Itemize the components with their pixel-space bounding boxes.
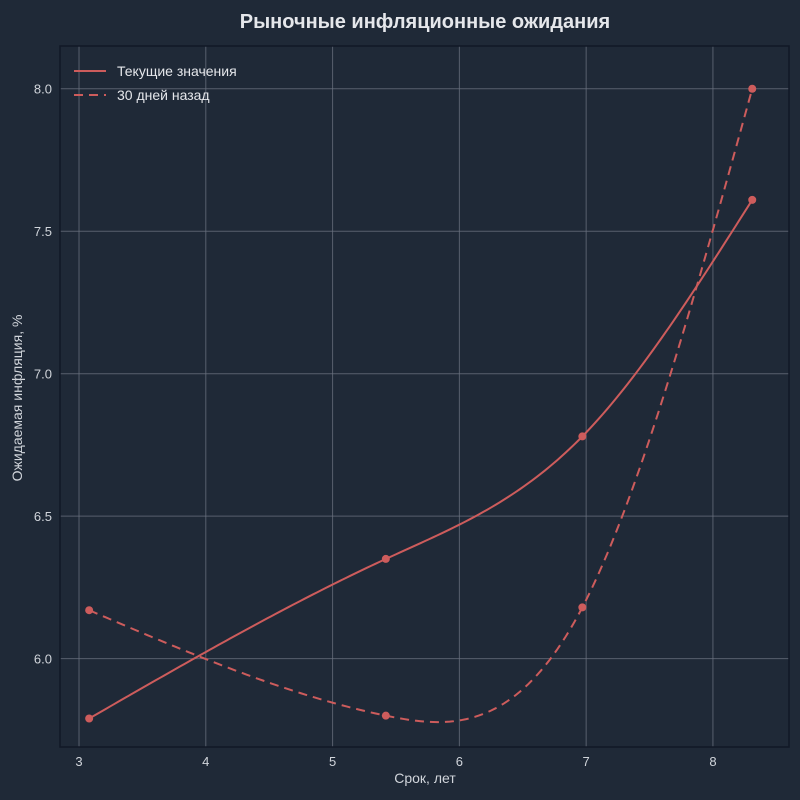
y-tick-label: 7.5 [34, 224, 52, 239]
y-axis-label: Ожидаемая инфляция, % [9, 315, 25, 482]
y-tick-label: 6.0 [34, 652, 52, 667]
data-point [381, 711, 390, 720]
series-group [85, 84, 757, 724]
tick-labels: 3 4 5 6 7 8 6.0 6.5 7.0 7.5 8.0 [34, 82, 717, 769]
data-point [85, 714, 94, 723]
y-tick-label: 7.0 [34, 367, 52, 382]
data-point [748, 84, 757, 93]
data-point [381, 554, 390, 563]
x-tick-label: 8 [709, 754, 716, 769]
x-tick-label: 5 [329, 754, 336, 769]
grid [60, 46, 789, 747]
x-tick-label: 6 [456, 754, 463, 769]
data-point [578, 432, 587, 441]
x-tick-label: 3 [75, 754, 82, 769]
x-tick-label: 7 [583, 754, 590, 769]
y-tick-label: 6.5 [34, 509, 52, 524]
x-tick-label: 4 [202, 754, 209, 769]
series-line [88, 88, 754, 724]
y-tick-label: 8.0 [34, 82, 52, 97]
data-point [85, 606, 94, 615]
series-line [88, 199, 754, 720]
chart-title: Рыночные инфляционные ожидания [240, 11, 610, 33]
data-point [748, 195, 757, 204]
x-axis-label: Срок, лет [394, 770, 456, 786]
data-point [578, 603, 587, 612]
legend-label: 30 дней назад [117, 87, 210, 103]
plot-frame [59, 45, 790, 748]
legend: Текущие значения 30 дней назад [74, 63, 237, 103]
legend-label: Текущие значения [117, 63, 237, 79]
